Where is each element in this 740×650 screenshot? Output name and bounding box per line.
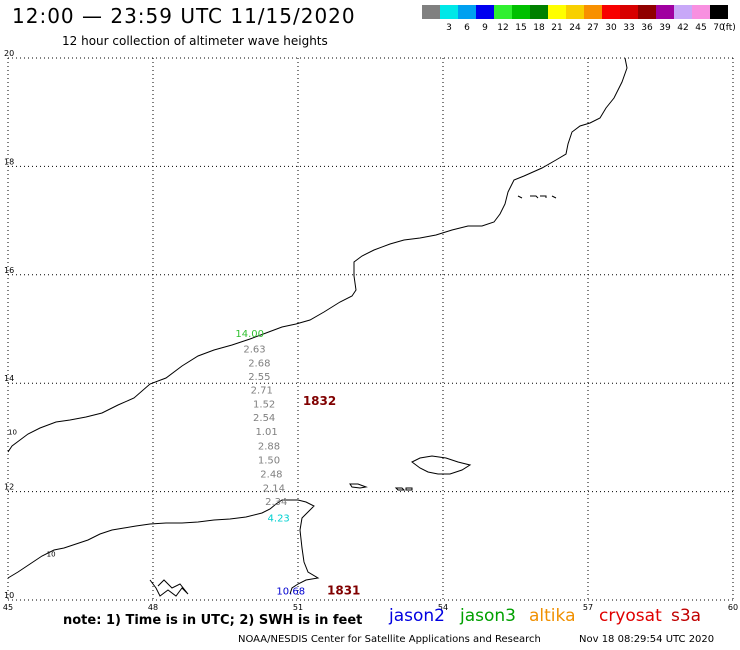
axis-labels: 45 48 51 54 57 60 20 18 16 14 12 10 10 10 (3, 49, 738, 612)
coast-label: 10 (47, 551, 56, 559)
scale-label: 12 (497, 23, 509, 33)
wave-height-label: 2.88 (258, 441, 280, 452)
wave-height-label: 2.34 (265, 497, 287, 508)
lat-lon-grid (7, 57, 734, 601)
lat-tick-label: 16 (4, 266, 14, 275)
island-samhah (394, 487, 406, 491)
scale-swatch (548, 5, 566, 19)
wave-height-label: 1.52 (253, 400, 275, 411)
pass-time-label: 1832 (303, 394, 336, 408)
scale-label: 30 (605, 23, 617, 33)
scale-swatch (602, 5, 620, 19)
scale-swatch (638, 5, 656, 19)
coastline-horn-of-africa (7, 499, 320, 595)
lon-tick-label: 51 (293, 603, 303, 612)
wave-height-label: 10.68 (276, 587, 305, 598)
scale-label: 42 (677, 23, 689, 33)
scale-label: 24 (569, 23, 581, 33)
scale-swatch (422, 5, 440, 19)
coastline-northern-somalia (149, 579, 189, 597)
scale-label: 36 (641, 23, 653, 33)
wave-height-label: 2.48 (260, 470, 282, 481)
island-abd-al-kuri (349, 483, 368, 489)
legend-jason2: jason2 (389, 606, 445, 626)
legend-jason3: jason3 (460, 606, 516, 626)
scale-swatch (584, 5, 602, 19)
lat-tick-label: 20 (4, 49, 14, 58)
scale-swatch (458, 5, 476, 19)
legend-s3a: s3a (671, 606, 702, 626)
lat-tick-label: 18 (4, 157, 14, 166)
wave-height-label: 2.68 (248, 358, 270, 369)
islands-kuria-muria (517, 195, 557, 199)
footer-note: note: 1) Time is in UTC; 2) SWH is in fe… (63, 613, 363, 628)
island-darsah (405, 487, 413, 491)
scale-label: 33 (623, 23, 635, 33)
scale-swatch (620, 5, 638, 19)
lat-tick-label: 14 (4, 374, 14, 383)
wave-height-label: 4.23 (268, 513, 290, 524)
scale-label: 70 (713, 23, 725, 33)
scale-label: 6 (464, 23, 470, 33)
legend-cryosat: cryosat (599, 606, 662, 626)
wave-height-label: 2.63 (243, 344, 265, 355)
scale-swatch (494, 5, 512, 19)
scale-label: 21 (551, 23, 563, 33)
scale-label: 45 (695, 23, 707, 33)
map-subtitle: 12 hour collection of altimeter wave hei… (62, 34, 328, 48)
pass-time-labels: 1832 1831 (303, 394, 361, 598)
scale-swatch (566, 5, 584, 19)
lon-tick-label: 54 (438, 603, 448, 612)
scale-label: 9 (482, 23, 488, 33)
lat-tick-label: 12 (4, 483, 14, 492)
scale-swatch (692, 5, 710, 19)
lon-tick-label: 60 (728, 603, 738, 612)
scale-label: 18 (533, 23, 545, 33)
scale-swatch (656, 5, 674, 19)
generation-timestamp: Nov 18 08:29:54 UTC 2020 (579, 634, 715, 645)
wave-height-label: 1.01 (255, 427, 277, 438)
scale-label: 15 (515, 23, 527, 33)
wave-height-label: 2.55 (248, 372, 270, 383)
map-title: 12:00 — 23:59 UTC 11/15/2020 (12, 4, 356, 28)
lat-tick-label: 10 (4, 591, 14, 600)
scale-unit: (ft) (722, 23, 736, 33)
wave-height-labels: 14.00 2.63 2.68 2.55 2.71 1.52 2.54 1.01 2.88 1.5… (235, 329, 305, 597)
scale-swatch (530, 5, 548, 19)
scale-swatch (440, 5, 458, 19)
scale-swatch (512, 5, 530, 19)
pass-time-label: 1831 (327, 584, 360, 598)
scale-swatch (674, 5, 692, 19)
legend-altika: altika (529, 606, 576, 626)
scale-swatch (710, 5, 728, 19)
lon-tick-label: 48 (148, 603, 158, 612)
credit-line: NOAA/NESDIS Center for Satellite Applica… (238, 634, 541, 645)
scale-label: 3 (446, 23, 452, 33)
scale-swatch (476, 5, 494, 19)
coastline-arabian-peninsula (7, 57, 628, 453)
coastline (7, 57, 628, 597)
lon-tick-label: 57 (583, 603, 593, 612)
wave-height-label: 14.00 (235, 329, 264, 340)
scale-label: 39 (659, 23, 671, 33)
wave-height-label: 2.54 (253, 413, 275, 424)
scale-label: 27 (587, 23, 599, 33)
wave-height-label: 2.14 (263, 484, 285, 495)
coast-label: 10 (8, 429, 17, 437)
wave-height-label: 1.50 (258, 455, 280, 466)
wave-height-label: 2.71 (251, 385, 273, 396)
island-socotra (411, 455, 472, 475)
lon-tick-label: 45 (3, 603, 13, 612)
